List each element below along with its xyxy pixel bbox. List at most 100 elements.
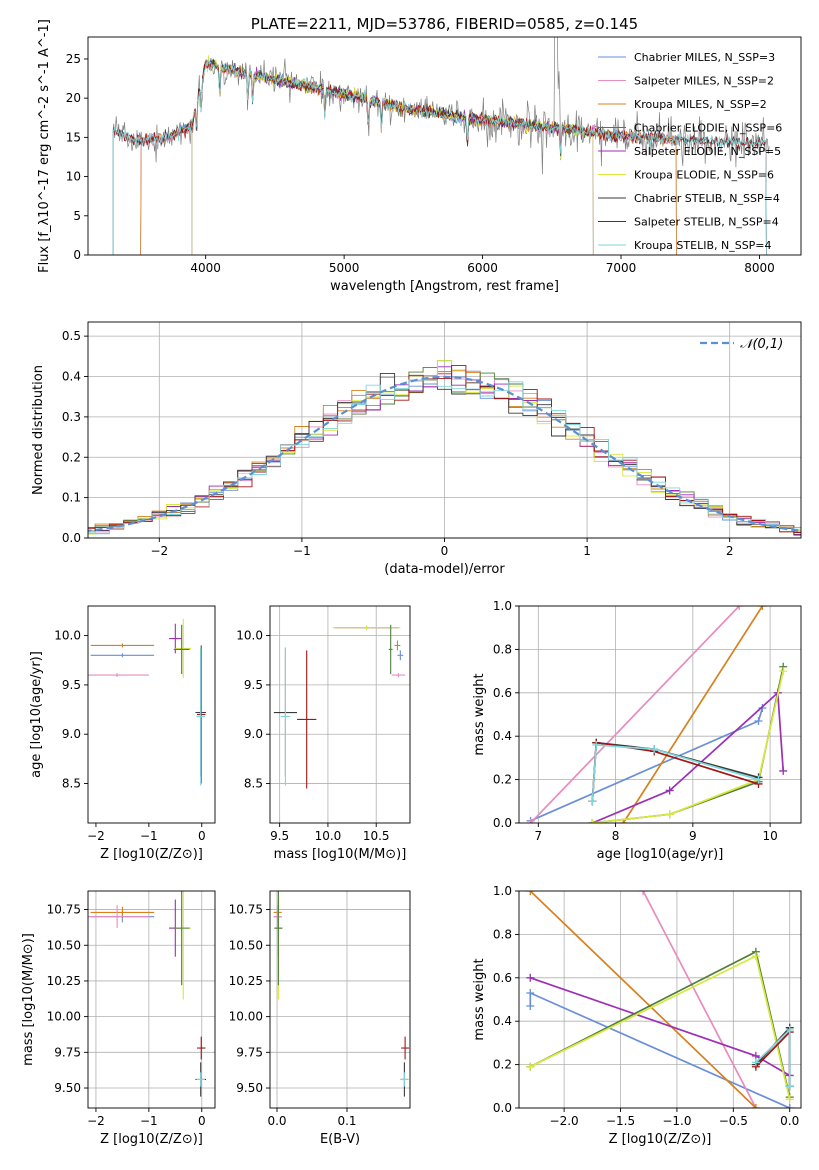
x-tick-label: 2 — [726, 544, 734, 558]
axes-frame — [87, 36, 802, 256]
x-tick-label: 4000 — [190, 261, 221, 275]
y-tick-label: 9.5 — [62, 678, 81, 692]
panel-mass-vs-ebv: 0.0 0.1 9.50 9.75 10.00 10.25 10.50 10.75 E(B-V) — [229, 890, 411, 1147]
y-tick-label: 9.75 — [236, 1045, 263, 1059]
x-tick-label: 7 — [534, 829, 542, 843]
errorbar-kroupa-elodie — [332, 625, 401, 630]
weight-point — [526, 891, 535, 895]
panel-spectrum: 4000 5000 6000 7000 8000 0 5 10 15 20 25 wavelength… — [37, 19, 802, 294]
y-tick-label: 10.0 — [54, 629, 81, 643]
errorbar-chabrier-elodie — [388, 624, 393, 675]
y-tick-label: 0.4 — [493, 1014, 512, 1028]
y-tick-label: 0.6 — [493, 971, 512, 985]
chart-title: PLATE=2211, MJD=53786, FIBERID=0585, z=0… — [251, 15, 638, 33]
weight-series-salpeter-miles — [526, 606, 744, 823]
y-tick-label: 1.0 — [493, 599, 512, 613]
legend: Chabrier MILES, N_SSP=3 Salpeter MILES, N… — [598, 51, 782, 252]
x-axis-label: Z [log10(Z/Z⊙)] — [100, 1132, 203, 1147]
histogram-chabrier-stelib — [88, 372, 801, 536]
x-tick-label: 0 — [198, 1114, 206, 1128]
model-line-kroupa-stelib — [112, 60, 767, 255]
axes-frame — [269, 890, 411, 1109]
y-tick-label: 0.8 — [493, 927, 512, 941]
y-axis-label: mass weight — [472, 958, 487, 1040]
y-tick-label: 10.25 — [229, 974, 263, 988]
errorbar-chabrier-elodie — [173, 624, 190, 675]
y-tick-label: 0.0 — [62, 531, 81, 545]
weight-point — [779, 667, 788, 676]
x-tick-label: 6000 — [467, 261, 498, 275]
x-axis-label: E(B-V) — [320, 1132, 360, 1147]
legend-entry-chabrier-elodie: Chabrier ELODIE, N_SSP=6 — [634, 122, 782, 135]
weight-point — [785, 1025, 794, 1034]
x-tick-label: −2 — [87, 1114, 105, 1128]
errorbar-kroupa-miles — [90, 643, 155, 648]
x-tick-label: −1.0 — [662, 1114, 691, 1128]
y-tick-label: 9.0 — [62, 727, 81, 741]
y-tick-label: 9.50 — [236, 1081, 263, 1095]
weight-series-kroupa-stelib — [751, 1025, 794, 1091]
x-tick-label: 10.5 — [363, 829, 390, 843]
weight-line — [529, 991, 791, 1108]
errorbar-chabrier-elodie — [173, 891, 190, 986]
plot-area — [88, 891, 207, 1097]
y-axis-label: Flux [f_λ10^-17 erg cm^-2 s^-1 A^-1] — [37, 19, 52, 273]
legend-entry-salpeter-stelib: Salpeter STELIB, N_SSP=4 — [634, 216, 779, 229]
weight-series-kroupa-elodie — [526, 952, 794, 1104]
weight-point — [639, 891, 648, 895]
y-tick-label: 0.2 — [493, 773, 512, 787]
legend-entry-salpeter-miles: Salpeter MILES, N_SSP=2 — [634, 75, 774, 88]
y-tick-label: 10.25 — [47, 974, 81, 988]
weight-point — [526, 819, 535, 823]
y-tick-label: 0.0 — [493, 816, 512, 830]
y-tick-label: 8.5 — [62, 777, 81, 791]
y-tick-label: 0 — [73, 248, 81, 262]
model-line-kroupa-miles — [140, 59, 677, 255]
x-tick-label: 0.1 — [337, 1114, 356, 1128]
y-tick-label: 9.0 — [244, 727, 263, 741]
x-tick-label: 8000 — [744, 261, 775, 275]
x-tick-label: −1 — [293, 544, 311, 558]
weight-line — [530, 707, 764, 822]
weight-series-chabrier-miles — [526, 703, 767, 823]
weight-point — [758, 606, 767, 610]
y-tick-label: 0.3 — [62, 410, 81, 424]
weight-series-chabrier-stelib — [588, 738, 763, 806]
plot-area — [273, 891, 410, 1097]
weight-point — [751, 1058, 760, 1067]
x-tick-label: −1 — [140, 829, 158, 843]
axes-frame — [87, 890, 216, 1109]
y-tick-label: 0.2 — [493, 1058, 512, 1072]
y-tick-label: 0.0 — [493, 1101, 512, 1115]
y-tick-label: 0.5 — [62, 329, 81, 343]
panel-age-vs-z: −2 −1 0 8.5 9.0 9.5 10.0 Z [log10(Z/Z⊙)] age [lo… — [29, 605, 216, 862]
x-axis-label: age [log10(age/yr)] — [597, 847, 724, 862]
weight-point — [588, 819, 597, 823]
weight-point — [665, 810, 674, 819]
x-tick-label: −2 — [150, 544, 168, 558]
errorbar-salpeter-miles — [88, 905, 149, 929]
y-tick-label: 9.75 — [54, 1045, 81, 1059]
plot-area — [112, 37, 770, 255]
histogram-salpeter-stelib — [88, 364, 801, 533]
weight-point — [526, 973, 535, 982]
weight-series-chabrier-miles — [526, 988, 794, 1108]
x-tick-label: 9.5 — [270, 829, 289, 843]
x-tick-label: −0.5 — [719, 1114, 748, 1128]
weight-line — [642, 891, 757, 1108]
weight-point — [758, 703, 767, 712]
x-axis-label: (data-model)/error — [384, 562, 505, 577]
x-axis-label: Z [log10(Z/Z⊙)] — [609, 1132, 712, 1147]
weight-point — [592, 740, 601, 749]
plot-area — [526, 891, 794, 1108]
weight-point — [588, 797, 597, 806]
y-axis-label: Normed distribution — [31, 365, 46, 495]
x-tick-label: 9 — [689, 829, 697, 843]
weight-point — [650, 745, 659, 754]
x-tick-label: −1.5 — [606, 1114, 635, 1128]
weight-point — [735, 606, 744, 610]
errorbar-chabrier-elodie — [274, 891, 283, 986]
plot-area — [88, 618, 207, 786]
y-tick-label: 0.4 — [493, 729, 512, 743]
